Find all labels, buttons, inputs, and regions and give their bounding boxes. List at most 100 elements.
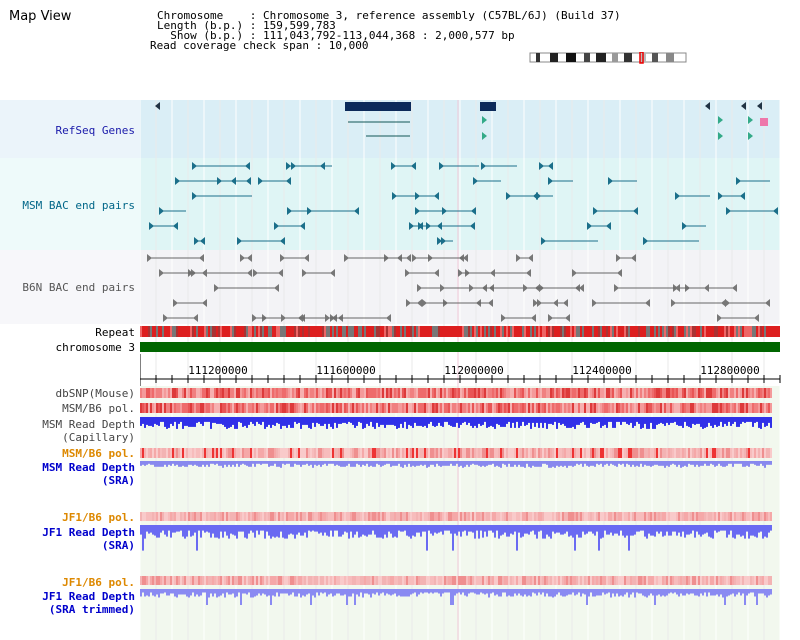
dbsnp-cell (534, 388, 536, 398)
repeat-block (228, 326, 230, 337)
repeat-block (242, 326, 244, 337)
repeat-block (360, 326, 362, 337)
jf1-sra-depth-bar (218, 525, 220, 539)
dbsnp-cell (474, 388, 476, 398)
msm-bac-end-pairs-label[interactable]: MSM BAC end pairs (22, 199, 135, 212)
jf1-trim-pol-cell (438, 576, 440, 585)
msm-sra-pol-cell (770, 448, 772, 458)
msm-sra-pol-cell (600, 448, 602, 458)
msm-capillary-depth-bar (500, 417, 502, 427)
jf1-trim-pol-cell (308, 576, 310, 585)
msm-sra-depth-bar (416, 461, 418, 466)
msm-read-depth-sra-label[interactable]: MSM Read Depth (42, 461, 135, 474)
jf1-trim-depth-bar (236, 589, 238, 597)
repeat-block (158, 326, 160, 337)
msm-b6-pol-sra-label[interactable]: MSM/B6 pol. (62, 447, 135, 460)
jf1-pol-cell (764, 512, 766, 521)
jf1-pol-cell (738, 512, 740, 521)
repeat-block (524, 326, 526, 337)
jf1-b6-pol-label[interactable]: JF1/B6 pol. (62, 511, 135, 524)
jf1-sra-depth-bar (658, 525, 660, 534)
msm-capillary-depth-bar (410, 417, 412, 426)
msm-sra-pol-cell (492, 448, 494, 458)
msm-sra-pol-cell (340, 448, 342, 458)
msm-pol-cell (770, 403, 772, 413)
msm-capillary-depth-bar (438, 417, 440, 423)
msm-sra-depth-bar (242, 461, 244, 464)
dbsnp-label[interactable]: dbSNP(Mouse) (55, 387, 135, 400)
msm-sra-depth-bar (738, 461, 740, 464)
jf1-pol-cell (252, 512, 254, 521)
repeat-block (332, 326, 334, 337)
refseq-genes-label[interactable]: RefSeq Genes (55, 124, 135, 137)
jf1-sra-depth-bar (454, 525, 456, 534)
jf1-trim-pol-cell (330, 576, 332, 585)
msm-capillary-depth-bar (620, 417, 622, 425)
msm-sra-depth-bar (624, 461, 626, 467)
jf1-pol-cell (142, 512, 144, 521)
msm-b6-pol-label[interactable]: MSM/B6 pol. (62, 402, 135, 415)
msm-sra-depth-bar (640, 461, 642, 464)
repeat-block (186, 326, 188, 337)
msm-sra-depth-bar (628, 461, 630, 465)
msm-pol-cell (720, 403, 722, 413)
jf1-trim-pol-cell (650, 576, 652, 585)
msm-sra-pol-cell (754, 448, 756, 458)
msm-capillary-depth-bar (170, 417, 172, 424)
dbsnp-cell (538, 388, 540, 398)
msm-pol-cell (148, 403, 150, 413)
jf1-sra-depth-bar (702, 525, 704, 535)
jf1-read-depth-label[interactable]: JF1 Read Depth (42, 526, 135, 539)
bac-end-marker (643, 237, 648, 245)
dbsnp-cell (458, 388, 460, 398)
msm-sra-pol-cell (654, 448, 656, 458)
dbsnp-cell (386, 388, 388, 398)
jf1-trim-pol-cell (244, 576, 246, 585)
msm-sra-depth-bar (438, 461, 440, 466)
jf1-trim-depth-bar (450, 589, 452, 605)
jf1-pol-cell (620, 512, 622, 521)
msm-pol-cell (310, 403, 312, 413)
msm-capillary-depth-bar (242, 417, 244, 427)
msm-sra-depth-bar (284, 461, 286, 465)
msm-sra-depth-bar (404, 461, 406, 465)
dbsnp-cell (504, 388, 506, 398)
jf1-trim-pol-cell (658, 576, 660, 585)
repeat-block (694, 326, 696, 337)
jf1-sra-depth-bar (694, 525, 696, 538)
jf1-pol-cell (574, 512, 576, 521)
msm-sra-pol-cell (508, 448, 510, 458)
repeat-block (724, 326, 726, 337)
msm-sra-pol-cell (664, 448, 666, 458)
repeat-block (426, 326, 428, 337)
repeat-block (440, 326, 442, 337)
b6n-bac-end-pairs-label[interactable]: B6N BAC end pairs (22, 281, 135, 294)
repeat-block (620, 326, 622, 337)
jf1-sra-depth-bar (692, 525, 694, 531)
msm-capillary-depth-bar (536, 417, 538, 423)
jf1-b6-pol-trimmed-label[interactable]: JF1/B6 pol. (62, 576, 135, 589)
chromosome-ideogram[interactable] (528, 52, 690, 64)
genome-track-canvas[interactable]: 111200000 111600000 112000000 112400000 1128… (140, 96, 800, 640)
dbsnp-cell (758, 388, 760, 398)
msm-pol-cell (618, 403, 620, 413)
msm-sra-pol-cell (582, 448, 584, 458)
msm-read-depth-capillary-label[interactable]: MSM Read Depth (42, 418, 135, 431)
msm-capillary-depth-bar (372, 417, 374, 427)
jf1-pol-cell (466, 512, 468, 521)
jf1-pol-cell (462, 512, 464, 521)
dbsnp-cell (332, 388, 334, 398)
bac-end-marker (593, 207, 598, 215)
jf1-read-depth-trimmed-label[interactable]: JF1 Read Depth (42, 590, 135, 603)
dbsnp-cell (518, 388, 520, 398)
repeat-block (168, 326, 170, 337)
dbsnp-cell (340, 388, 342, 398)
msm-pol-cell (444, 403, 446, 413)
msm-capillary-depth-bar (164, 417, 166, 427)
jf1-sra-depth-bar (208, 525, 210, 533)
repeat-block (180, 326, 182, 337)
msm-sra-pol-cell (236, 448, 238, 458)
repeat-block (612, 326, 614, 337)
repeat-block (578, 326, 580, 337)
jf1-trim-pol-cell (312, 576, 314, 585)
